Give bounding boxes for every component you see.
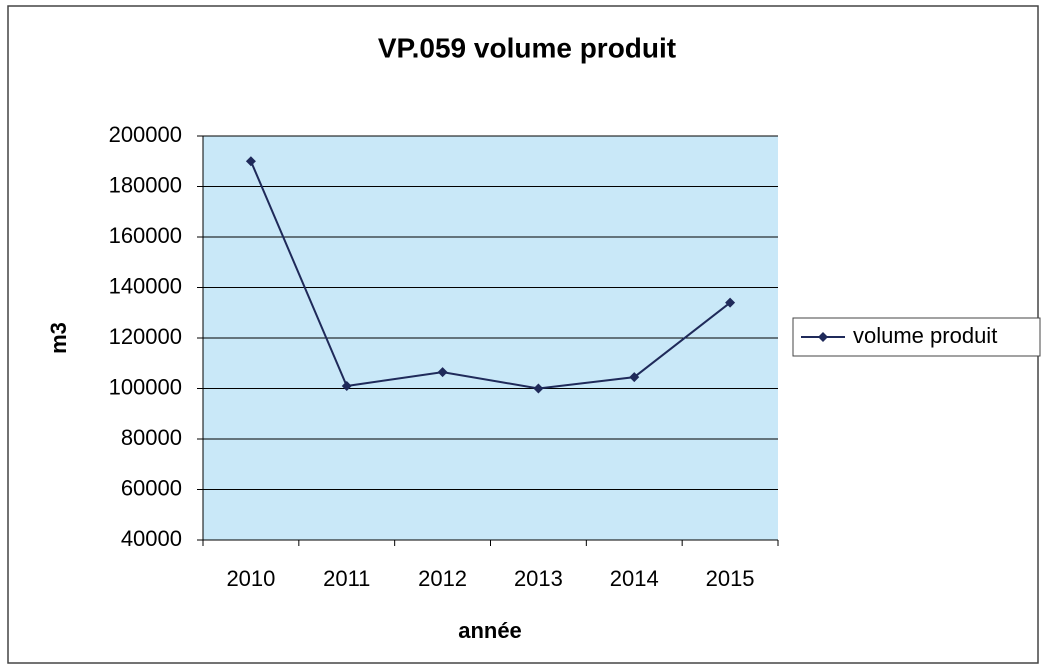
legend-label: volume produit <box>853 323 997 348</box>
x-tick-label: 2010 <box>226 566 275 591</box>
x-tick-label: 2015 <box>706 566 755 591</box>
data-point <box>533 383 544 394</box>
data-point <box>437 367 448 378</box>
y-tick-label: 80000 <box>121 425 182 450</box>
y-tick-label: 40000 <box>121 526 182 551</box>
series-line <box>249 160 731 390</box>
legend-marker <box>818 332 828 342</box>
y-axis-label: m3 <box>46 322 71 354</box>
data-point <box>245 156 256 167</box>
x-tick-label: 2013 <box>514 566 563 591</box>
chart-title: VP.059 volume produit <box>378 32 676 63</box>
x-tick-label: 2012 <box>418 566 467 591</box>
y-tick-label: 140000 <box>109 273 182 298</box>
y-tick-label: 60000 <box>121 475 182 500</box>
y-tick-label: 180000 <box>109 172 182 197</box>
y-tick-label: 160000 <box>109 223 182 248</box>
data-point <box>341 380 352 391</box>
x-axis-label: année <box>458 618 522 643</box>
data-point <box>725 297 736 308</box>
y-tick-label: 100000 <box>109 374 182 399</box>
y-tick-label: 120000 <box>109 324 182 349</box>
data-point <box>629 372 640 383</box>
y-tick-label: 200000 <box>109 122 182 147</box>
x-tick-label: 2014 <box>610 566 659 591</box>
x-tick-label: 2011 <box>323 566 370 591</box>
